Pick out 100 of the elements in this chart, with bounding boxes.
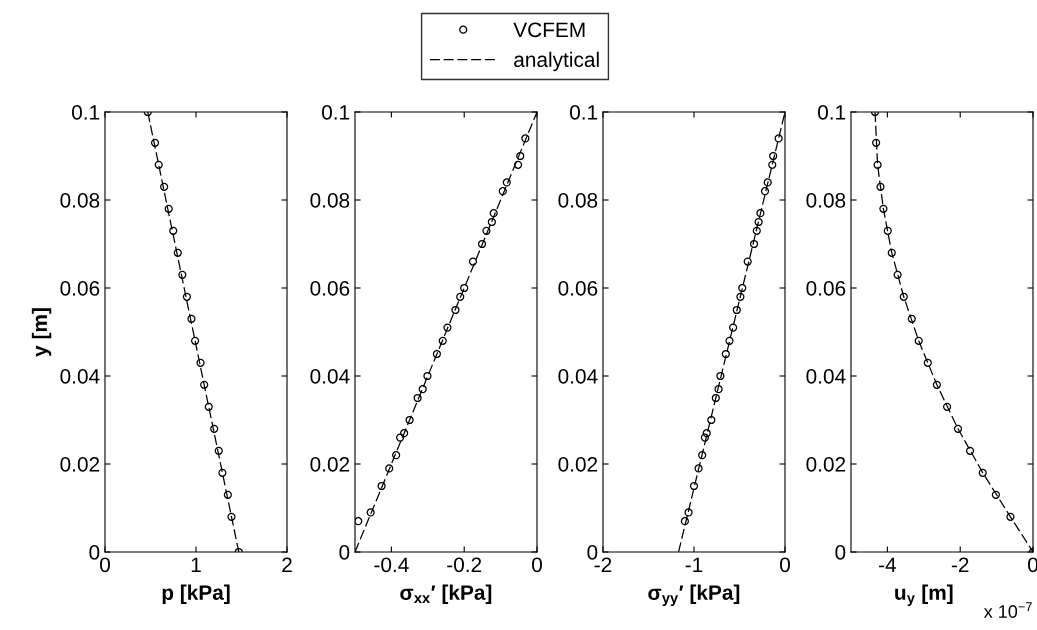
x-tick-label: 1 bbox=[191, 557, 201, 572]
point bbox=[489, 209, 498, 218]
point bbox=[721, 349, 730, 359]
point bbox=[418, 385, 427, 394]
point bbox=[173, 248, 182, 257]
y-tick-label: 0.04 bbox=[558, 369, 598, 384]
legend-label: analytical bbox=[514, 51, 599, 72]
point bbox=[711, 393, 720, 403]
point bbox=[460, 283, 469, 293]
point bbox=[498, 187, 507, 196]
y-tick-label: 0.08 bbox=[60, 193, 100, 208]
point bbox=[200, 380, 209, 389]
point bbox=[385, 464, 394, 473]
x-axis-title: u$_{y}$ [m] bbox=[895, 584, 953, 607]
point bbox=[914, 336, 923, 345]
point bbox=[680, 517, 689, 526]
point bbox=[443, 323, 452, 332]
point bbox=[164, 204, 173, 213]
y-tick-label: 0.04 bbox=[310, 369, 350, 384]
point bbox=[204, 402, 213, 411]
point bbox=[729, 323, 738, 332]
y-tick-label: 0.06 bbox=[60, 281, 100, 296]
y-tick-label: 0 bbox=[835, 545, 846, 560]
x-tick-label: 2 bbox=[282, 557, 292, 572]
point bbox=[196, 358, 205, 367]
y-tick-label: 0.02 bbox=[806, 457, 846, 472]
point bbox=[513, 160, 523, 169]
point bbox=[702, 429, 711, 438]
point bbox=[451, 305, 460, 315]
y-tick-label: 0.04 bbox=[806, 369, 846, 384]
x-tick-label: 0 bbox=[100, 557, 110, 573]
point bbox=[774, 134, 783, 143]
point bbox=[169, 226, 178, 235]
point bbox=[879, 204, 888, 213]
point bbox=[754, 217, 763, 227]
point bbox=[769, 151, 778, 161]
y-tick-label: 0.06 bbox=[310, 281, 350, 296]
point bbox=[154, 160, 163, 169]
point bbox=[714, 385, 723, 394]
point bbox=[214, 446, 223, 455]
y-tick-label: 0.08 bbox=[806, 193, 846, 208]
point bbox=[991, 490, 1000, 499]
point bbox=[482, 226, 491, 235]
x-axis-title: p [kPa] bbox=[162, 584, 230, 605]
point bbox=[763, 178, 772, 187]
point bbox=[736, 292, 745, 301]
point bbox=[872, 138, 881, 147]
point bbox=[707, 415, 716, 425]
y-tick-label: 0.1 bbox=[569, 105, 598, 120]
point bbox=[684, 508, 693, 517]
point bbox=[716, 371, 725, 381]
point bbox=[178, 270, 187, 279]
x-axis-title: σ$_{xx}$′ [kPa] bbox=[400, 584, 492, 605]
point bbox=[223, 490, 232, 499]
point bbox=[187, 314, 196, 323]
y-tick-label: 0 bbox=[339, 545, 350, 560]
y-tick-label: 0.08 bbox=[558, 193, 598, 208]
point bbox=[400, 429, 409, 438]
x-tick-label: -2 bbox=[951, 557, 969, 572]
y-tick-label: 0.1 bbox=[71, 105, 100, 120]
y-tick-label: 0.1 bbox=[817, 105, 846, 120]
x-axis-title: σ$_{yy}$′ [kPa] bbox=[648, 584, 740, 607]
point bbox=[738, 283, 747, 293]
point bbox=[698, 451, 707, 460]
point bbox=[210, 424, 219, 433]
point bbox=[752, 226, 761, 235]
point bbox=[883, 226, 892, 235]
y-tick-label: 0.02 bbox=[310, 457, 350, 472]
point bbox=[899, 292, 908, 301]
point bbox=[965, 446, 975, 455]
point bbox=[732, 305, 741, 315]
x-tick-label: 0 bbox=[1028, 557, 1037, 573]
x-tick-label: 0 bbox=[780, 557, 790, 573]
text: x 10$^{−7}$ bbox=[983, 602, 1032, 618]
x-tick-label: 0 bbox=[532, 557, 542, 573]
point bbox=[396, 433, 405, 442]
point bbox=[694, 464, 703, 473]
y-tick-label: 0.1 bbox=[321, 105, 350, 120]
point bbox=[160, 182, 169, 191]
point bbox=[1006, 512, 1015, 521]
y-tick-label: 0 bbox=[89, 545, 100, 560]
point bbox=[423, 371, 432, 381]
point bbox=[355, 517, 363, 526]
point bbox=[150, 138, 160, 147]
x-tick-label: -4 bbox=[879, 557, 897, 572]
point bbox=[487, 217, 496, 227]
point bbox=[432, 349, 441, 359]
point bbox=[392, 451, 401, 460]
y-tick-label: 0.08 bbox=[310, 193, 350, 208]
point bbox=[413, 393, 422, 403]
point bbox=[923, 358, 932, 367]
y-tick-label: 0.04 bbox=[60, 369, 100, 384]
point bbox=[227, 512, 236, 521]
point bbox=[873, 160, 882, 169]
point bbox=[768, 160, 777, 169]
point bbox=[405, 415, 414, 425]
point bbox=[876, 182, 885, 191]
y-tick-label: 0.06 bbox=[558, 281, 598, 296]
x-tick-label: -0.2 bbox=[447, 557, 482, 573]
point bbox=[700, 433, 710, 442]
